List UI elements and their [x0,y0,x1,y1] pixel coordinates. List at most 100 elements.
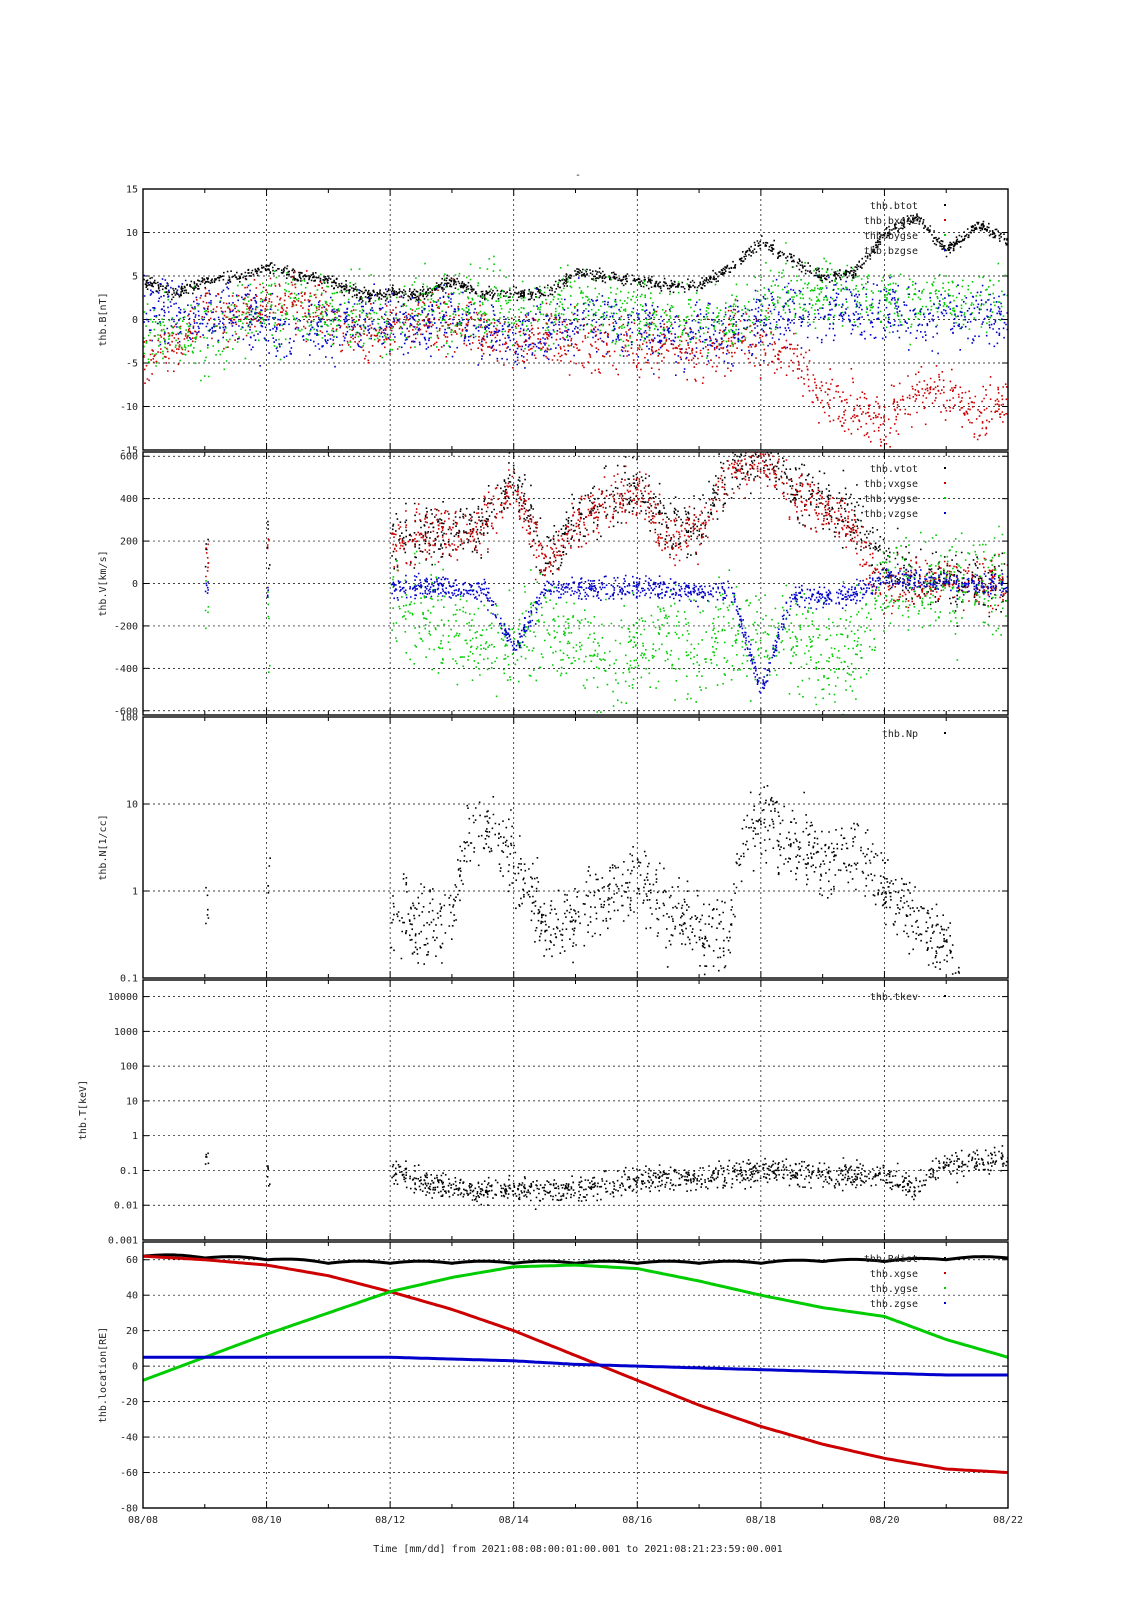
y-tick-label: 100 [120,1062,138,1073]
panel-data [143,213,1008,448]
legend-label: thb.vzgse [864,509,918,520]
panel-frame [142,188,1009,451]
y-tick-label: 200 [120,537,138,548]
y-axis-label: thb.V[km/s] [98,550,109,616]
y-axis-label: thb.N[1/cc] [98,814,109,880]
legend-marker [944,204,946,206]
legend-label: thb.vygse [864,494,918,505]
legend-label: thb.tkev [870,992,918,1003]
y-tick-label: -60 [120,1468,138,1479]
legend-marker [944,1287,946,1289]
y-axis-label: thb.B[nT] [98,292,109,346]
series-points [205,785,960,976]
series-line [143,1254,1008,1474]
panel-3: 0.1 1 10 100 thb.N[1/cc] thb.Np [98,713,1009,985]
y-tick-label: 0 [132,1362,138,1373]
y-tick-label: 1 [132,887,138,898]
y-tick-label: 60 [126,1255,138,1266]
legend-marker [944,482,946,484]
series-points [205,452,1008,615]
series-points [143,274,1008,376]
legend-label: thb.btot [870,201,918,212]
legend-marker [944,1257,946,1259]
x-tick-label: 08/08 [128,1515,158,1526]
x-tick-label: 08/14 [499,1515,529,1526]
panel-data [143,1253,1008,1474]
panel-5: -80 -60 -40 -20 0 20 40 60 thb.location[RE] thb.R… [98,1241,1009,1515]
y-tick-label: 15 [126,185,138,196]
legend-label: thb.zgse [870,1299,918,1310]
panel-1: -15 -10 -5 0 5 10 15 thb.B[nT] thb.btot thb.bxgse… [98,185,1009,457]
panel-data [204,1145,1008,1210]
y-tick-label: 10000 [108,992,138,1003]
series-line [143,1253,1008,1265]
x-tick-label: 08/12 [375,1515,405,1526]
x-tick-label: 08/22 [993,1515,1023,1526]
y-tick-label: 0 [132,579,138,590]
y-tick-label: 20 [126,1326,138,1337]
x-tick-label: 08/20 [869,1515,899,1526]
panel-frame [142,451,1009,716]
y-tick-label: 100 [120,713,138,724]
x-axis-label: Time [mm/dd] from 2021:08:08:00:01:00.00… [373,1544,782,1555]
y-tick-label: 10 [126,800,138,811]
series-line [143,1263,1008,1382]
y-tick-label: -40 [120,1433,138,1444]
y-axis-label: thb.location[RE] [98,1327,109,1423]
y-tick-label: -10 [120,402,138,413]
y-tick-label: 10 [126,228,138,239]
y-tick-label: -400 [114,664,138,675]
y-tick-label: 1 [132,1131,138,1142]
legend-marker [944,1302,946,1304]
y-tick-label: -600 [114,706,138,717]
y-tick-label: 10 [126,1096,138,1107]
y-tick-label: -5 [126,359,138,370]
y-tick-label: 0.1 [120,974,138,985]
panel-4: 0.001 0.01 0.1 1 10 100 1000 10000 thb.T[keV] thb… [78,979,1009,1247]
panel-data [204,452,1008,715]
series-points [204,1145,1008,1210]
legend-label: thb.bzgse [864,246,918,257]
figure-title: - [575,170,581,181]
y-tick-label: 1000 [114,1027,138,1038]
x-tick-label: 08/10 [252,1515,282,1526]
legend-label: thb.ygse [870,1284,918,1295]
legend-marker [944,219,946,221]
series-points [204,525,1008,715]
y-tick-label: 5 [132,272,138,283]
legend-marker [944,1272,946,1274]
series-line [143,1355,1008,1377]
y-tick-label: -20 [120,1397,138,1408]
legend-marker [944,512,946,514]
panel-data [205,785,960,976]
series-points [204,563,1008,694]
panel-2: -600 -400 -200 0 200 400 600 thb.V[km/s] thb.vto… [98,451,1009,717]
panels: -15-10-5051015thb.B[nT]thb.btotthb.bxgse… [78,185,1023,1527]
series-points [143,270,1008,448]
panel-frame [142,1241,1009,1509]
y-tick-label: 0.1 [120,1166,138,1177]
y-tick-label: -200 [114,621,138,632]
legend-marker [944,249,946,251]
y-axis-label: thb.T[keV] [78,1080,89,1140]
legend-marker [944,732,946,734]
panel-frame [142,979,1009,1241]
legend-marker [944,467,946,469]
y-tick-label: -15 [120,446,138,457]
legend-label: thb.bygse [864,231,918,242]
legend-marker [944,234,946,236]
y-tick-label: 0.001 [108,1236,138,1247]
legend-label: thb.xgse [870,1269,918,1280]
y-tick-label: 400 [120,494,138,505]
y-tick-label: 0 [132,315,138,326]
legend-label: thb.vxgse [864,479,918,490]
y-tick-label: 40 [126,1291,138,1302]
legend-label: thb.Np [882,729,918,740]
legend-marker [944,497,946,499]
y-tick-label: 0.01 [114,1201,138,1212]
x-tick-label: 08/18 [746,1515,776,1526]
legend-marker [944,995,946,997]
legend-label: thb.bxgse [864,216,918,227]
